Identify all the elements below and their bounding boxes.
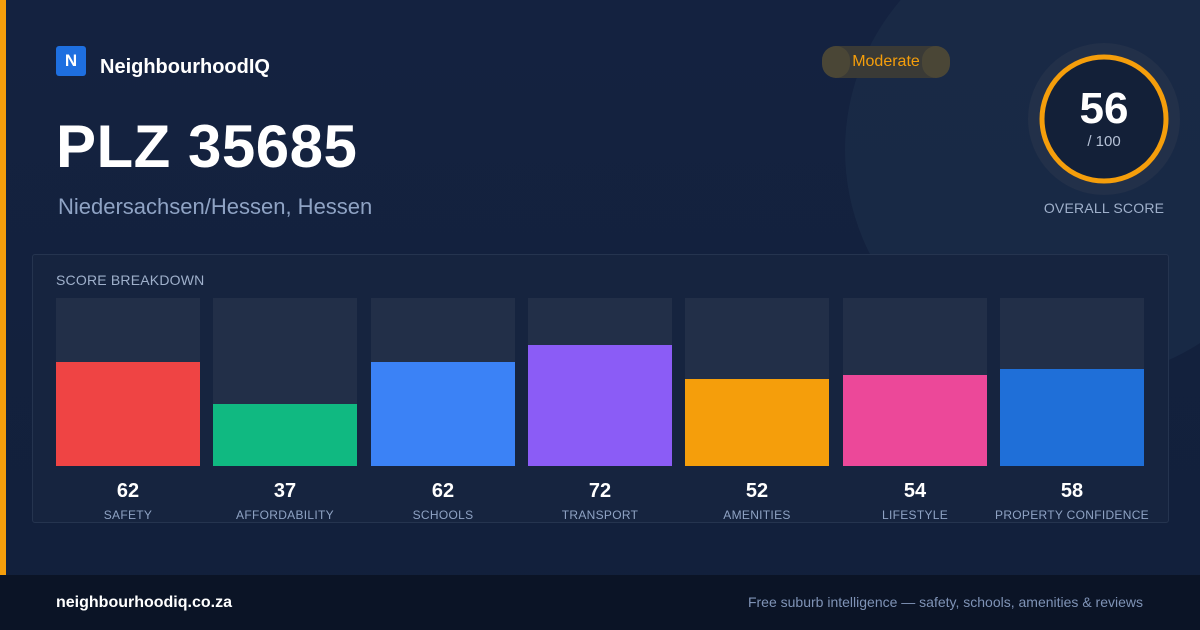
bar-label: TRANSPORT	[561, 508, 639, 522]
bar-transport: 72 TRANSPORT	[528, 298, 672, 524]
bar-fill	[56, 362, 200, 466]
bar-value: 62	[431, 480, 455, 502]
overall-score-ring	[1028, 43, 1180, 195]
bar-value: 72	[588, 480, 612, 502]
bar-label: LIFESTYLE	[881, 508, 949, 522]
bar-label: SCHOOLS	[412, 508, 474, 522]
accent-bar	[0, 0, 6, 575]
footer	[0, 575, 1200, 630]
score-ring-graphic	[1039, 54, 1169, 184]
bar-amenities: 52 AMENITIES	[685, 298, 829, 524]
page-title: PLZ 35685	[56, 113, 358, 180]
footer-url-link[interactable]: neighbourhoodiq.co.za	[56, 594, 232, 611]
bar-fill	[371, 362, 515, 466]
bar-track	[371, 298, 515, 466]
bar-value: 52	[745, 480, 769, 502]
bar-track	[528, 298, 672, 466]
bar-value: 62	[116, 480, 140, 502]
bar-safety: 62 SAFETY	[56, 298, 200, 524]
score-ring-arc	[1039, 54, 1169, 184]
overall-score-label: OVERALL SCORE	[1043, 200, 1165, 216]
bar-value: 54	[903, 480, 927, 502]
bar-track	[1000, 298, 1144, 466]
bar-label: PROPERTY CONFIDENCE	[995, 508, 1149, 522]
bar-property-confidence: 58 PROPERTY CONFIDENCE	[995, 298, 1149, 524]
bar-track	[213, 298, 357, 466]
rating-badge-label: Moderate	[852, 53, 920, 70]
rating-badge: Moderate	[822, 46, 950, 78]
location-subtitle: Niedersachsen/Hessen, Hessen	[58, 194, 373, 219]
score-breakdown-heading: SCORE BREAKDOWN	[56, 272, 205, 288]
bar-label: SAFETY	[103, 508, 153, 522]
bar-schools: 62 SCHOOLS	[371, 298, 515, 524]
bar-track	[685, 298, 829, 466]
overall-score-value: 56	[1079, 84, 1129, 133]
bar-value: 37	[273, 480, 297, 502]
bar-lifestyle: 54 LIFESTYLE	[843, 298, 987, 524]
bar-fill	[213, 404, 357, 466]
bar-fill	[528, 345, 672, 466]
logo-icon: N	[56, 46, 86, 76]
bar-fill	[685, 379, 829, 466]
bar-track	[843, 298, 987, 466]
overall-score-max: / 100	[1087, 133, 1121, 150]
footer-tagline: Free suburb intelligence — safety, schoo…	[747, 594, 1143, 610]
bar-label: AFFORDABILITY	[236, 508, 334, 522]
bar-fill	[1000, 369, 1144, 466]
bar-affordability: 37 AFFORDABILITY	[213, 298, 357, 524]
bar-value: 58	[1060, 480, 1084, 502]
bar-label: AMENITIES	[723, 508, 791, 522]
brand-name: NeighbourhoodIQ	[100, 56, 270, 78]
bar-fill	[843, 375, 987, 466]
bar-track	[56, 298, 200, 466]
